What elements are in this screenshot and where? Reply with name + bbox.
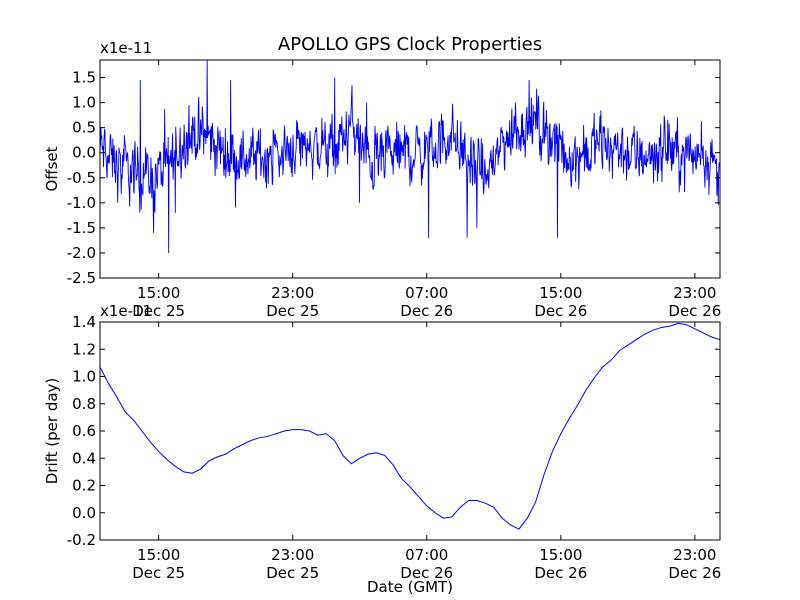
offset-x-tick-time-label: 23:00 xyxy=(673,284,716,302)
drift-x-tick-date-label: Dec 26 xyxy=(534,564,587,582)
offset-y-tick-label: -2.0 xyxy=(67,244,96,262)
drift-x-tick-time-label: 15:00 xyxy=(539,546,582,564)
offset-y-tick-label: -0.5 xyxy=(67,169,96,187)
drift-y-tick-label: 0.6 xyxy=(72,422,96,440)
drift-y-tick-label: 1.2 xyxy=(72,340,96,358)
offset-y-tick-label: 0.5 xyxy=(72,119,96,137)
drift-x-tick-time-label: 23:00 xyxy=(271,546,314,564)
offset-x-tick-time-label: 15:00 xyxy=(137,284,180,302)
offset-multiplier-label: x1e-11 xyxy=(100,39,152,57)
drift-plot-frame xyxy=(99,321,721,541)
drift-y-tick-label: 1.0 xyxy=(72,368,96,386)
drift-series-group xyxy=(100,322,720,530)
drift-y-tick-label: 0.8 xyxy=(72,395,96,413)
offset-y-tick-label: 1.5 xyxy=(72,69,96,87)
offset-y-tick-label: -1.5 xyxy=(67,219,96,237)
drift-panel: x1e-11 Drift (per day) -0.2 0.0 0.2 0.4 0.6 0… xyxy=(43,302,721,596)
offset-y-tick-label: 1.0 xyxy=(72,94,96,112)
drift-x-tick-date-label: Dec 25 xyxy=(132,564,185,582)
offset-x-tick-date-label: Dec 25 xyxy=(266,302,319,320)
drift-x-tick-date-label: Dec 26 xyxy=(400,564,453,582)
drift-y-tick-label: 1.4 xyxy=(72,313,96,331)
drift-y-tick-label: 0.2 xyxy=(72,477,96,495)
offset-series-group xyxy=(100,60,720,253)
drift-x-tick-date-label: Dec 26 xyxy=(668,564,721,582)
drift-x-tick-time-label: 07:00 xyxy=(405,546,448,564)
drift-x-tick-time-label: 15:00 xyxy=(137,546,180,564)
drift-y-tick-label: -0.2 xyxy=(67,531,96,549)
drift-y-tick-label: 0.4 xyxy=(72,449,96,467)
offset-x-tick-date-label: Dec 25 xyxy=(132,302,185,320)
offset-series-line xyxy=(100,60,720,253)
offset-panel: x1e-11 Offset -2.5 -2.0 -1.5 -1.0 -0.5 0.0 0.5… xyxy=(43,39,721,320)
offset-y-tick-label: -1.0 xyxy=(67,194,96,212)
offset-plot-frame xyxy=(99,59,721,279)
drift-y-axis-label: Drift (per day) xyxy=(43,378,61,485)
offset-x-tick-time-label: 15:00 xyxy=(539,284,582,302)
offset-x-tick-date-label: Dec 26 xyxy=(534,302,587,320)
offset-ticks-group: -2.5-2.0-1.5-1.0-0.50.00.51.01.515:00Dec… xyxy=(67,60,721,320)
offset-x-tick-date-label: Dec 26 xyxy=(400,302,453,320)
drift-multiplier-label: x1e-11 xyxy=(100,302,152,320)
drift-x-tick-time-label: 23:00 xyxy=(673,546,716,564)
offset-y-tick-label: -2.5 xyxy=(67,269,96,287)
drift-y-tick-label: 0.0 xyxy=(72,504,96,522)
drift-x-axis-label: Date (GMT) xyxy=(367,578,453,596)
offset-x-tick-time-label: 23:00 xyxy=(271,284,314,302)
chart-title: APOLLO GPS Clock Properties xyxy=(278,34,542,55)
drift-series-line xyxy=(100,322,720,530)
offset-y-tick-label: 0.0 xyxy=(72,144,96,162)
offset-y-axis-label: Offset xyxy=(43,146,61,191)
drift-x-tick-date-label: Dec 25 xyxy=(266,564,319,582)
offset-x-tick-date-label: Dec 26 xyxy=(668,302,721,320)
offset-x-tick-time-label: 07:00 xyxy=(405,284,448,302)
